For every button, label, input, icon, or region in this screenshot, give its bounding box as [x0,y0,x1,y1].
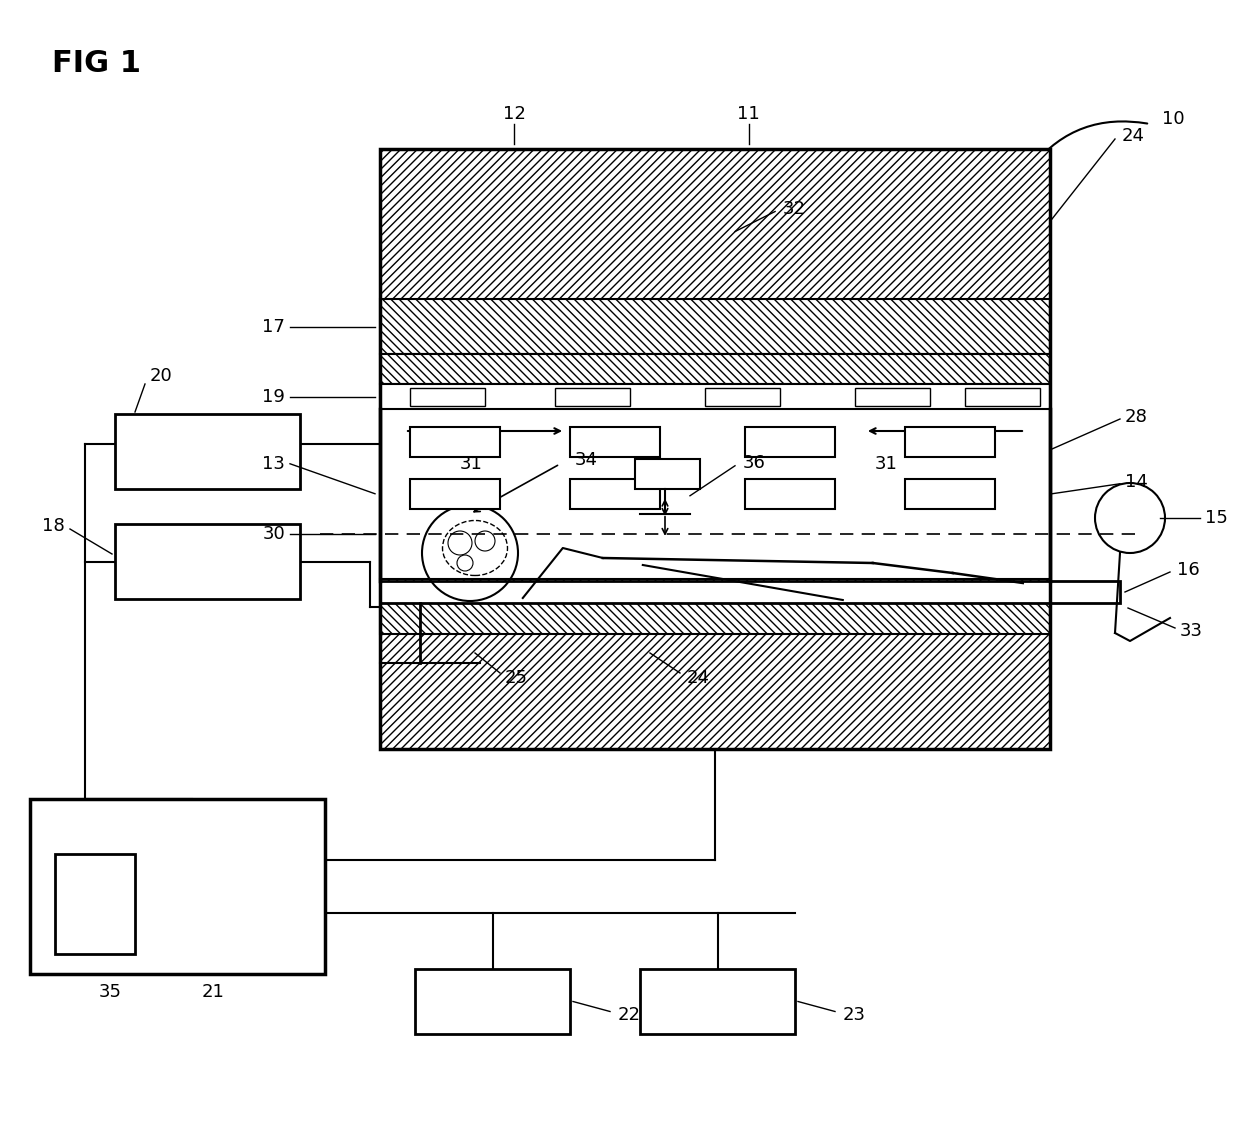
Bar [115,414,300,489]
Bar [379,579,1050,634]
Text: 15: 15 [1205,509,1228,527]
Bar [570,479,660,509]
Bar [30,799,325,974]
Bar [640,969,795,1034]
Bar [905,427,994,457]
Text: 14: 14 [1125,473,1148,491]
Text: 16: 16 [1177,561,1200,579]
Bar [745,479,835,509]
Text: 33: 33 [1180,622,1203,640]
Text: 30: 30 [262,525,285,543]
Bar [905,479,994,509]
Text: 23: 23 [843,1006,866,1024]
Bar [965,388,1040,406]
Text: 31: 31 [875,455,898,473]
Bar [556,388,630,406]
Text: 20: 20 [150,367,172,385]
Bar [55,854,135,954]
Text: FIG 1: FIG 1 [52,50,141,79]
Bar [115,524,300,599]
Text: 10: 10 [1162,110,1184,128]
Text: 34: 34 [575,450,598,469]
Text: 24: 24 [1122,126,1145,145]
Bar [379,149,1050,299]
Text: 22: 22 [618,1006,641,1024]
Bar [379,384,1050,409]
Text: 19: 19 [262,387,285,405]
Bar [410,427,500,457]
Text: 13: 13 [262,455,285,473]
Text: 11: 11 [737,105,760,123]
Bar [856,388,930,406]
Bar [379,299,1050,355]
Text: 17: 17 [262,317,285,335]
Text: 25: 25 [505,669,528,688]
Bar [410,479,500,509]
Bar [706,388,780,406]
Text: 21: 21 [201,983,224,1001]
Bar [745,427,835,457]
Text: 31: 31 [460,455,482,473]
Bar [570,427,660,457]
Bar [410,388,485,406]
Bar [379,629,1050,749]
Text: 12: 12 [502,105,526,123]
Bar [635,458,701,489]
Bar [415,969,570,1034]
Bar [379,149,1050,749]
Bar [379,355,1050,384]
Bar [379,581,1120,603]
Text: 24: 24 [687,669,711,688]
Text: 35: 35 [98,983,122,1001]
Text: 32: 32 [784,201,806,219]
Text: 28: 28 [1125,408,1148,426]
Text: 36: 36 [743,454,766,472]
Text: 18: 18 [42,517,64,535]
